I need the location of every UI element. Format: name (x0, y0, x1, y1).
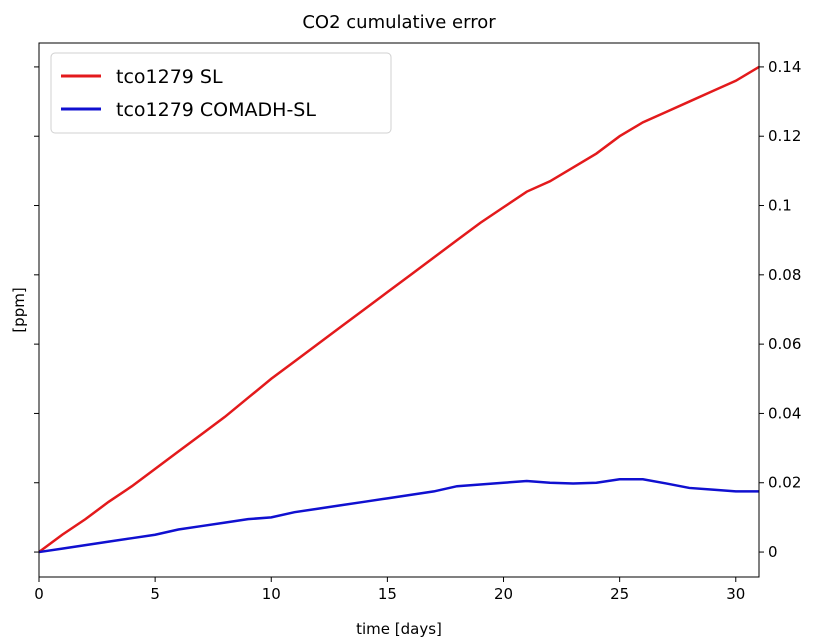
y-tick-label: 0.08 (768, 266, 801, 284)
y-tick-label: 0.14 (768, 58, 801, 76)
x-tick-label: 10 (262, 585, 281, 603)
y-tick-label: 0.1 (768, 197, 792, 215)
y-tick-label: 0.04 (768, 404, 801, 422)
data-line (38, 65, 760, 554)
x-tick-label: 20 (494, 585, 513, 603)
x-tick-label: 30 (726, 585, 745, 603)
data-line (38, 478, 759, 554)
legend: tco1279 SL tco1279 COMADH-SL (50, 52, 392, 134)
y-tick-label: 0.02 (768, 474, 801, 492)
legend-label: tco1279 SL (116, 66, 223, 88)
chart-title: CO2 cumulative error (302, 12, 496, 33)
y-axis-label: [ppm] (10, 287, 28, 332)
legend-box (50, 52, 392, 134)
y-tick-label: 0.06 (768, 335, 801, 353)
x-tick-label: 15 (378, 585, 397, 603)
x-tick-label: 25 (610, 585, 629, 603)
y-tick-label: 0.12 (768, 127, 801, 145)
y-tick-label: 0 (768, 543, 778, 561)
x-tick-label: 5 (150, 585, 160, 603)
x-axis-label: time [days] (356, 620, 442, 638)
plot-frame (38, 42, 760, 578)
legend-label: tco1279 COMADH-SL (116, 99, 316, 121)
x-tick-label: 0 (34, 585, 44, 603)
